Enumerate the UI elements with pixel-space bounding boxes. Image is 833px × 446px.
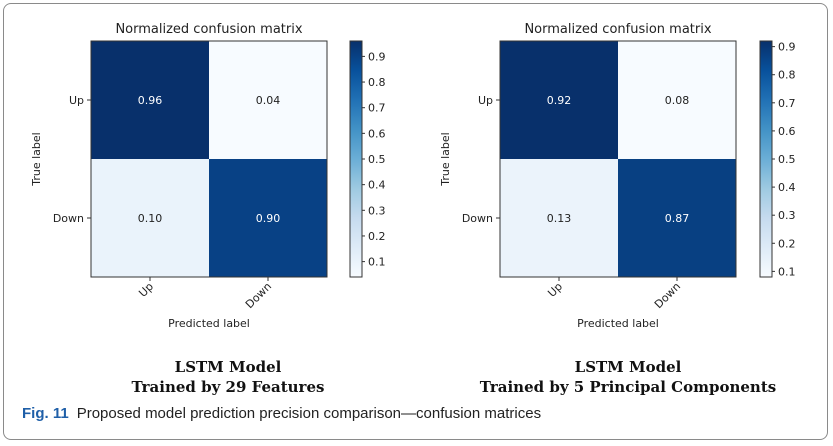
colorbar-tick-label: 0.3 [368,204,386,217]
y-tick-label: Up [478,94,493,107]
colorbar [349,40,363,278]
colorbar-tick-label: 0.9 [368,50,386,63]
cell-value-label: 0.87 [665,212,690,225]
chart-title: Normalized confusion matrix [115,22,302,37]
panel-caption-line-2: Trained by 29 Features [131,378,325,396]
cell-value-label: 0.92 [547,94,572,107]
colorbar-tick-label: 0.6 [778,125,796,138]
colorbar-tick-label: 0.7 [368,102,386,115]
x-axis-title: Predicted label [168,317,250,330]
confusion-matrix-chart-left: Normalized confusion matrix 0.96 0.04 0.10 0… [30,22,386,330]
x-tick-label: Up [136,280,156,300]
y-tick-label: Down [53,212,84,225]
colorbar-tick-label: 0.1 [368,256,386,269]
heatmap-cell-down-down [618,159,736,277]
colorbar-tick-label: 0.9 [778,41,796,54]
panel-caption-line-1: LSTM Model [174,358,282,376]
colorbar [759,40,773,278]
heatmap-cell-up-down [209,41,327,159]
x-tick-label: Up [545,280,565,300]
y-axis-title: True label [439,132,452,186]
colorbar-tick-label: 0.8 [368,76,386,89]
heatmap-cell-up-up [500,41,618,159]
cell-value-label: 0.96 [138,94,163,107]
colorbar-tick-label: 0.8 [778,69,796,82]
cell-value-label: 0.13 [547,212,572,225]
colorbar-tick-label: 0.3 [778,209,796,222]
heatmap-cell-down-up [91,159,209,277]
confusion-matrix-chart-right: Normalized confusion matrix 0.92 0.08 0.13 0… [439,22,796,330]
x-tick-label: Down [243,280,274,311]
figure-caption-text: Proposed model prediction precision comp… [76,405,542,422]
x-axis-title: Predicted label [577,317,659,330]
y-tick-label: Down [462,212,493,225]
cell-value-label: 0.10 [138,212,163,225]
heatmap-cell-down-down [209,159,327,277]
figure-frame [3,3,828,440]
x-tick-label: Down [652,280,683,311]
colorbar-tick-label: 0.7 [778,97,796,110]
panel-caption-left: LSTM Model Trained by 29 Features [58,357,398,397]
colorbar-tick-label: 0.6 [368,127,386,140]
heatmap-cell-down-up [500,159,618,277]
colorbar-tick-label: 0.2 [368,230,386,243]
panel-caption-line-1: LSTM Model [574,358,682,376]
cell-value-label: 0.90 [256,212,281,225]
chart-title: Normalized confusion matrix [524,22,711,37]
y-axis-title: True label [30,132,43,186]
heatmap-cell-up-up [91,41,209,159]
figure-number: Fig. 11 [22,405,69,422]
y-tick-label: Up [69,94,84,107]
heatmap-cell-up-down [618,41,736,159]
figure-caption: Fig. 11 Proposed model prediction precisi… [22,405,541,422]
colorbar-tick-label: 0.5 [368,153,386,166]
cell-value-label: 0.04 [256,94,281,107]
plot-frame [90,40,328,278]
colorbar-tick-label: 0.5 [778,153,796,166]
panel-caption-line-2: Trained by 5 Principal Components [479,378,777,396]
colorbar-tick-label: 0.4 [778,181,796,194]
colorbar-tick-label: 0.4 [368,179,386,192]
panel-caption-right: LSTM Model Trained by 5 Principal Compon… [458,357,798,397]
colorbar-tick-label: 0.2 [778,237,796,250]
cell-value-label: 0.08 [665,94,690,107]
plot-frame [499,40,737,278]
colorbar-tick-label: 0.1 [778,265,796,278]
